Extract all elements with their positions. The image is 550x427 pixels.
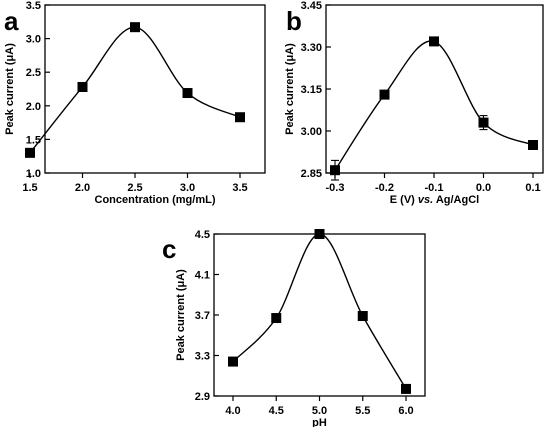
- data-point: [429, 36, 439, 47]
- panel-letter: c: [162, 234, 176, 264]
- chart-panel-a: a 1.0 1.5 2.0 2.5 3.0 3.5 1.5 2.0 2.5 3.0 3.5 Concen…: [4, 0, 266, 206]
- x-tick-label: 2.5: [127, 182, 142, 194]
- x-axis-title-part: E (V): [390, 194, 418, 206]
- data-point: [314, 229, 325, 239]
- chart-panel-c: c 2.9 3.3 3.7 4.1 4.5 4.0 4.5 5.0 5.5 6.0 pH Peak cu…: [162, 229, 426, 427]
- data-point: [357, 311, 368, 322]
- y-tick-label: 3.00: [301, 126, 322, 138]
- series-curve: [334, 40, 534, 171]
- plot-frame: [213, 233, 426, 397]
- data-point: [478, 117, 489, 128]
- y-axis-title: Peak current (μA): [175, 269, 187, 361]
- x-tick-label: 0.0: [476, 182, 491, 194]
- x-tick-label: -0.2: [375, 182, 394, 194]
- x-tick-label: 1.5: [22, 182, 37, 194]
- x-tick-label: 4.0: [225, 405, 240, 417]
- x-axis-title-part: Ag/AgCl: [433, 194, 479, 206]
- data-point: [271, 313, 282, 324]
- data-point: [401, 383, 411, 394]
- panel-letter: b: [286, 6, 302, 36]
- y-tick-label: 3.3: [195, 351, 210, 363]
- x-tick-label: -0.3: [326, 182, 345, 194]
- plot-frame: [44, 4, 266, 174]
- data-point: [228, 356, 238, 367]
- y-tick-label: 3.0: [26, 34, 41, 46]
- series-curve: [232, 233, 407, 390]
- y-tick-label: 4.5: [195, 229, 210, 241]
- x-axis-title: Concentration (mg/mL): [95, 194, 216, 206]
- data-point: [25, 147, 35, 158]
- panel-letter: a: [4, 6, 19, 36]
- x-tick-label: 3.0: [180, 182, 195, 194]
- series-curve: [29, 26, 241, 154]
- data-point: [330, 165, 340, 176]
- x-axis-title: E (V) vs. Ag/AgCl: [390, 194, 479, 206]
- y-tick-label: 3.7: [195, 310, 210, 322]
- y-tick-label: 3.5: [26, 0, 41, 12]
- y-tick-label: 1.0: [26, 168, 41, 180]
- data-point: [182, 88, 193, 99]
- x-tick-label: 3.5: [232, 182, 247, 194]
- y-tick-label: 3.45: [301, 0, 322, 12]
- data-point: [77, 81, 88, 92]
- y-tick-label: 2.85: [301, 168, 322, 180]
- y-tick-label: 3.30: [301, 42, 322, 54]
- plot-frame: [325, 4, 544, 174]
- data-point: [528, 140, 538, 150]
- x-tick-label: 6.0: [398, 405, 413, 417]
- data-point: [130, 22, 140, 33]
- data-point: [379, 89, 390, 100]
- x-tick-label: 4.5: [269, 405, 284, 417]
- x-tick-label: 5.0: [312, 405, 327, 417]
- y-tick-label: 4.1: [195, 270, 210, 282]
- x-tick-label: 5.5: [355, 405, 370, 417]
- y-tick-label: 2.9: [195, 391, 210, 403]
- y-axis-title: Peak current (μA): [4, 43, 16, 135]
- x-tick-label: 2.0: [75, 182, 90, 194]
- x-tick-label: -0.1: [425, 182, 444, 194]
- y-axis-title: Peak current (μA): [284, 43, 296, 135]
- data-point: [235, 112, 245, 123]
- y-tick-label: 2.0: [26, 101, 41, 113]
- y-tick-label: 1.5: [26, 134, 41, 146]
- x-axis-title-part: vs.: [418, 194, 433, 206]
- y-tick-label: 3.15: [301, 84, 322, 96]
- y-tick-label: 2.5: [26, 67, 41, 79]
- x-tick-label: 0.1: [525, 182, 540, 194]
- chart-panel-b: b 2.85 3.00 3.15 3.30 3.45 -0.3 -0.2 -0.1 0.0 0.1 E…: [284, 0, 544, 206]
- x-axis-title: pH: [312, 417, 327, 427]
